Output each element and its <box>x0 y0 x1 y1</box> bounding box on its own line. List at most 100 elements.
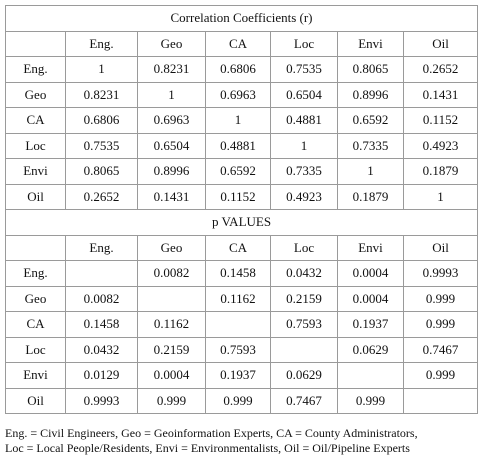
value-cell: 0.0129 <box>65 362 138 389</box>
value-cell: 0.8231 <box>137 56 206 83</box>
data-row: Envi 0.8065 0.8996 0.6592 0.7335 1 0.1879 <box>5 158 479 185</box>
section-title-row: p VALUES <box>4 209 479 236</box>
value-cell: 0.0629 <box>337 336 404 363</box>
value-cell: 0.6806 <box>65 107 138 134</box>
section-title: p VALUES <box>4 209 479 236</box>
row-header: Envi <box>5 362 66 389</box>
row-header: Envi <box>5 158 66 185</box>
value-cell: 0.6504 <box>137 132 206 159</box>
column-header: Loc <box>270 234 338 261</box>
value-cell: 0.0004 <box>137 362 206 389</box>
value-cell: 0.6963 <box>205 81 271 108</box>
column-header: Eng. <box>65 234 138 261</box>
data-row: Loc 0.0432 0.2159 0.7593 0.0629 0.7467 <box>5 336 479 363</box>
value-cell: 0.1152 <box>205 183 271 210</box>
value-cell: 0.8065 <box>65 158 138 185</box>
value-cell: 0.2159 <box>137 336 206 363</box>
empty-cell <box>402 387 479 414</box>
value-cell: 0.1431 <box>402 81 479 108</box>
value-cell: 0.999 <box>402 311 479 338</box>
corner-cell <box>5 234 66 261</box>
value-cell: 0.0629 <box>270 362 338 389</box>
value-cell: 0.0082 <box>65 285 138 312</box>
data-row: Oil 0.9993 0.999 0.999 0.7467 0.999 <box>5 387 479 414</box>
value-cell: 0.2652 <box>402 56 479 83</box>
value-cell: 0.1937 <box>337 311 404 338</box>
value-cell: 0.7467 <box>270 387 338 414</box>
value-cell: 0.1431 <box>137 183 206 210</box>
value-cell: 0.4923 <box>402 132 479 159</box>
value-cell: 0.7535 <box>65 132 138 159</box>
row-header: Oil <box>5 183 66 210</box>
value-cell: 0.8231 <box>65 81 138 108</box>
value-cell: 0.1879 <box>337 183 404 210</box>
value-cell: 0.8996 <box>137 158 206 185</box>
value-cell: 0.999 <box>337 387 404 414</box>
value-cell: 0.4923 <box>270 183 338 210</box>
value-cell: 0.0082 <box>137 260 206 287</box>
row-header: Geo <box>5 81 66 108</box>
value-cell: 0.9993 <box>65 387 138 414</box>
row-header: Eng. <box>5 56 66 83</box>
row-header: CA <box>5 311 66 338</box>
section-title: Correlation Coefficients (r) <box>4 5 479 32</box>
section-title-row: Correlation Coefficients (r) <box>4 5 479 32</box>
column-header: Envi <box>337 234 404 261</box>
value-cell: 0.7593 <box>270 311 338 338</box>
value-cell: 0.2652 <box>65 183 138 210</box>
value-cell: 0.8065 <box>337 56 404 83</box>
value-cell: 0.999 <box>205 387 271 414</box>
empty-cell <box>270 336 338 363</box>
value-cell: 0.0432 <box>270 260 338 287</box>
value-cell: 0.7335 <box>337 132 404 159</box>
value-cell: 0.7593 <box>205 336 271 363</box>
data-row: CA 0.1458 0.1162 0.7593 0.1937 0.999 <box>5 311 479 338</box>
column-header: CA <box>205 234 271 261</box>
value-cell: 1 <box>65 56 138 83</box>
value-cell: 0.0004 <box>337 260 404 287</box>
value-cell: 0.8996 <box>337 81 404 108</box>
value-cell: 0.6592 <box>337 107 404 134</box>
value-cell: 0.1162 <box>205 285 271 312</box>
value-cell: 0.999 <box>137 387 206 414</box>
value-cell: 1 <box>137 81 206 108</box>
data-row: Geo 0.8231 1 0.6963 0.6504 0.8996 0.1431 <box>5 81 479 108</box>
data-row: Envi 0.0129 0.0004 0.1937 0.0629 0.999 <box>5 362 479 389</box>
column-header: Loc <box>270 30 338 57</box>
footnote: Eng. = Civil Engineers, Geo = Geoinforma… <box>5 426 418 456</box>
data-row: CA 0.6806 0.6963 1 0.4881 0.6592 0.1152 <box>5 107 479 134</box>
data-row: Oil 0.2652 0.1431 0.1152 0.4923 0.1879 1 <box>5 183 479 210</box>
data-row: Eng. 0.0082 0.1458 0.0432 0.0004 0.9993 <box>5 260 479 287</box>
empty-cell <box>337 362 404 389</box>
empty-cell <box>205 311 271 338</box>
value-cell: 0.999 <box>402 362 479 389</box>
value-cell: 0.1458 <box>205 260 271 287</box>
column-header: Envi <box>337 30 404 57</box>
value-cell: 0.7535 <box>270 56 338 83</box>
value-cell: 0.4881 <box>270 107 338 134</box>
value-cell: 0.7467 <box>402 336 479 363</box>
value-cell: 0.0432 <box>65 336 138 363</box>
column-header: Oil <box>402 234 479 261</box>
value-cell: 1 <box>402 183 479 210</box>
value-cell: 0.999 <box>402 285 479 312</box>
row-header: Oil <box>5 387 66 414</box>
value-cell: 0.7335 <box>270 158 338 185</box>
value-cell: 0.1162 <box>137 311 206 338</box>
header-row: Eng. Geo CA Loc Envi Oil <box>5 30 479 57</box>
value-cell: 0.6592 <box>205 158 271 185</box>
row-header: Loc <box>5 132 66 159</box>
value-cell: 1 <box>270 132 338 159</box>
header-row: Eng. Geo CA Loc Envi Oil <box>5 234 479 261</box>
column-header: Geo <box>137 30 206 57</box>
data-row: Geo 0.0082 0.1162 0.2159 0.0004 0.999 <box>5 285 479 312</box>
value-cell: 0.4881 <box>205 132 271 159</box>
value-cell: 0.9993 <box>402 260 479 287</box>
empty-cell <box>65 260 138 287</box>
row-header: Geo <box>5 285 66 312</box>
data-row: Eng. 1 0.8231 0.6806 0.7535 0.8065 0.2652 <box>5 56 479 83</box>
value-cell: 0.1937 <box>205 362 271 389</box>
value-cell: 0.0004 <box>337 285 404 312</box>
value-cell: 0.6806 <box>205 56 271 83</box>
